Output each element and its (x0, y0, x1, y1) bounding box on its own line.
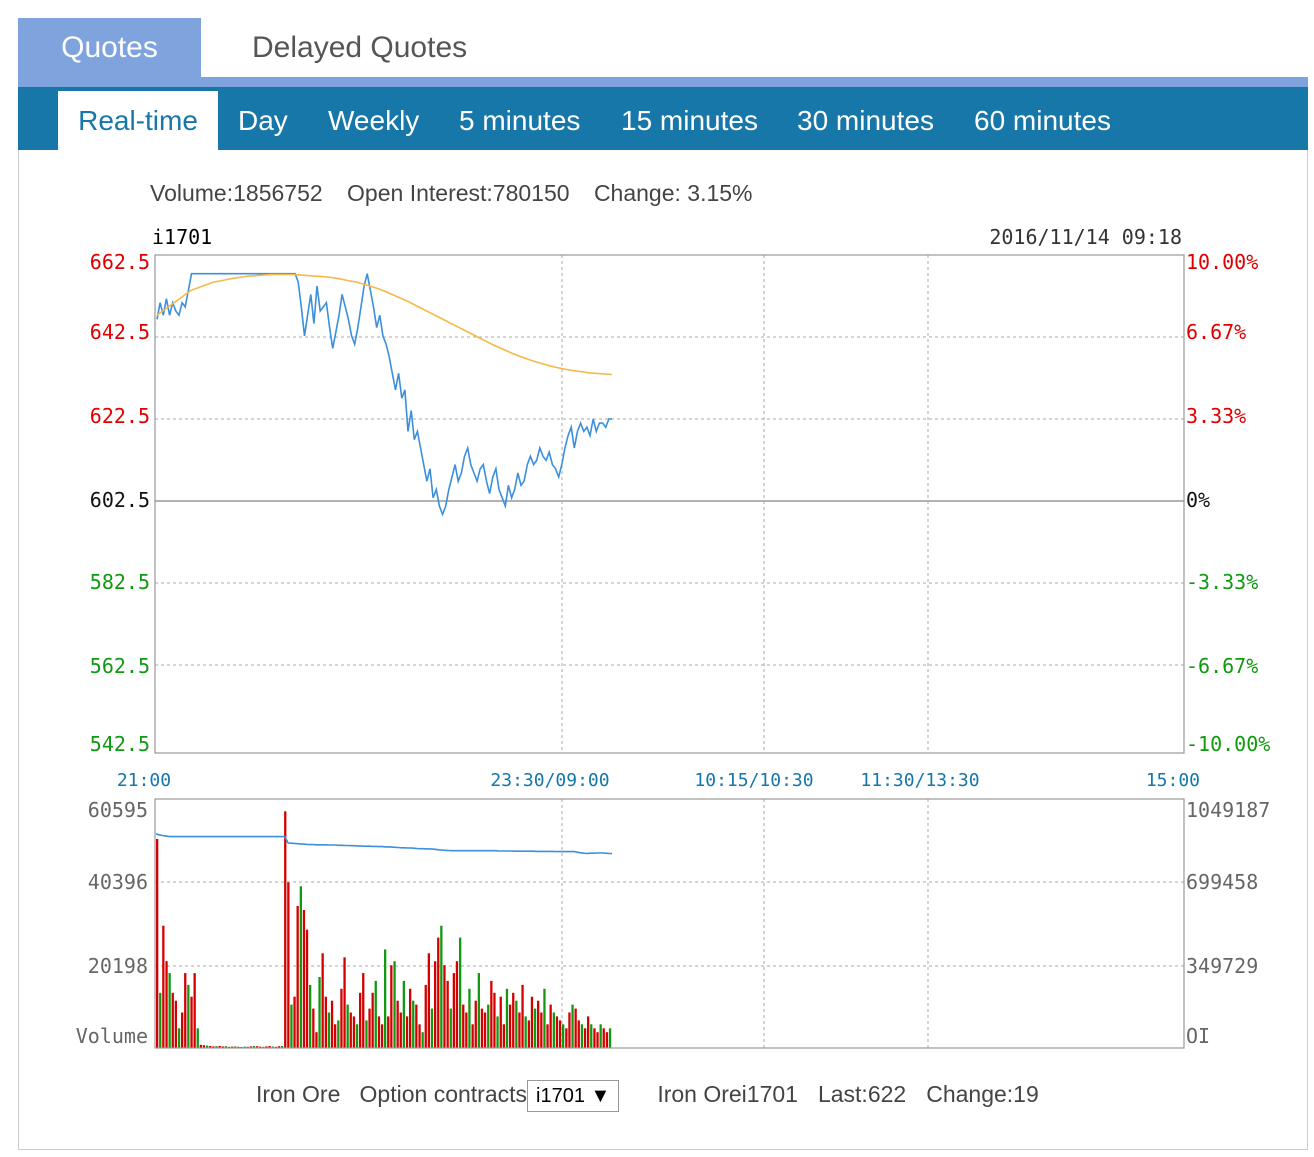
last-price: Last:622 (817, 1081, 907, 1107)
period-tab-30min[interactable]: 30 minutes (797, 105, 934, 136)
summary-info: Volume:1856752 Open Interest:780150 Chan… (150, 180, 771, 207)
contract-change: Change:19 (926, 1081, 1039, 1107)
contract-select[interactable]: i1701 ▼ (527, 1079, 620, 1112)
contract-selector-bar: Iron Ore Option contracts i1701 ▼ Iron Ore… (256, 1078, 1039, 1112)
tab-quotes[interactable]: Quotes (18, 18, 201, 78)
period-tab-day[interactable]: Day (238, 105, 288, 136)
period-tab-realtime[interactable]: Real-time (58, 91, 218, 150)
period-tab-weekly[interactable]: Weekly (328, 105, 420, 136)
tab-delayed-quotes[interactable]: Delayed Quotes (211, 18, 509, 78)
contract-name: Iron Orei1701 (657, 1081, 798, 1107)
period-nav: Real-time Day Weekly 5 minutes 15 minute… (18, 87, 1308, 150)
change-info: Change: 3.15% (593, 180, 753, 206)
product-name: Iron Ore (256, 1081, 341, 1107)
period-tab-5min[interactable]: 5 minutes (459, 105, 581, 136)
chart-panel (18, 150, 1308, 1150)
top-tabs: Quotes Delayed Quotes (18, 18, 1308, 78)
period-tab-15min[interactable]: 15 minutes (621, 105, 758, 136)
open-interest-info: Open Interest:780150 (347, 180, 570, 206)
volume-info: Volume:1856752 (150, 180, 323, 206)
period-tab-60min[interactable]: 60 minutes (974, 105, 1111, 136)
tab-underline (18, 77, 1308, 87)
option-contracts-label: Option contracts (359, 1081, 528, 1107)
